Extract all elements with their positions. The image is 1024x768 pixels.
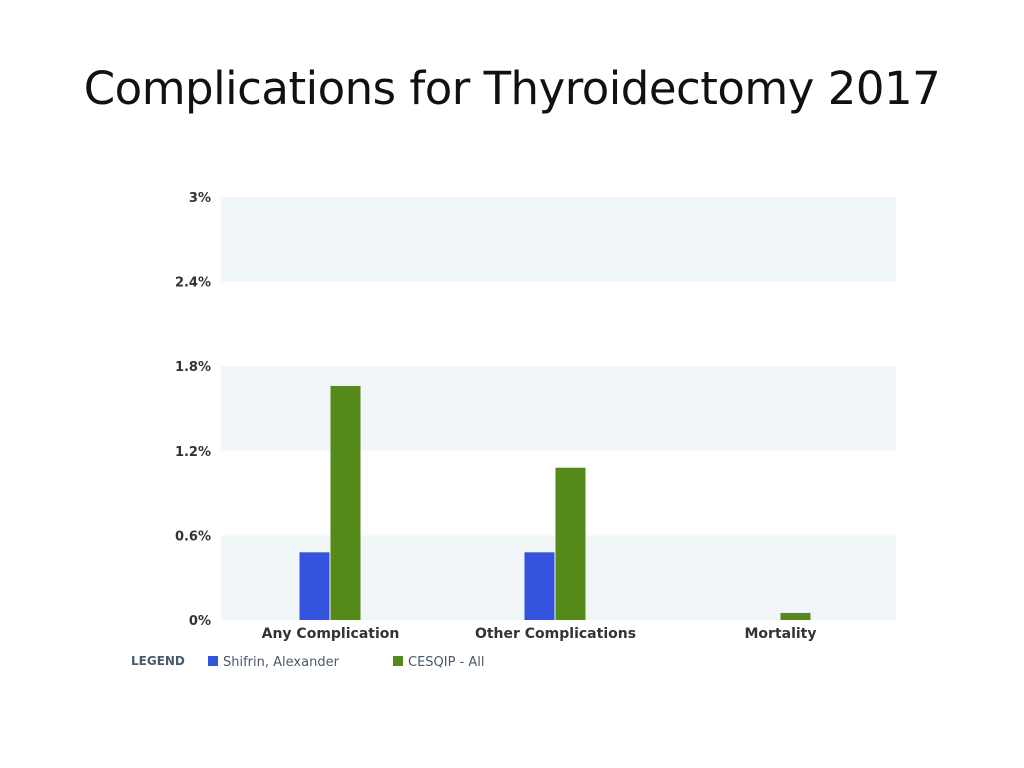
legend-item-label: CESQIP - All	[408, 655, 485, 670]
grid-band	[221, 366, 896, 451]
y-tick-label: 0.6%	[175, 529, 211, 544]
y-tick-label: 3%	[189, 191, 211, 206]
bar	[780, 612, 811, 620]
grid-band	[221, 197, 896, 282]
legend-swatch	[208, 656, 218, 666]
y-tick-label: 2.4%	[175, 276, 211, 291]
bars	[299, 385, 811, 620]
legend: LEGEND Shifrin, Alexander CESQIP - All	[131, 654, 485, 670]
page-title: Complications for Thyroidectomy 2017	[83, 62, 941, 115]
y-axis: 0% 0.6% 1.2% 1.8% 2.4% 3%	[175, 191, 211, 629]
bar	[299, 552, 330, 620]
y-tick-label: 0%	[189, 614, 211, 629]
x-tick-label: Any Complication	[262, 626, 400, 642]
bar	[555, 467, 586, 620]
x-axis: Any Complication Other Complications Morta…	[262, 626, 817, 642]
legend-item-label: Shifrin, Alexander	[223, 655, 340, 670]
y-tick-label: 1.2%	[175, 445, 211, 460]
legend-swatch	[393, 656, 403, 666]
legend-title: LEGEND	[131, 654, 185, 668]
x-tick-label: Mortality	[744, 626, 816, 642]
bar	[524, 552, 555, 620]
y-tick-label: 1.8%	[175, 360, 211, 375]
x-tick-label: Other Complications	[475, 626, 636, 642]
bar	[330, 385, 361, 620]
